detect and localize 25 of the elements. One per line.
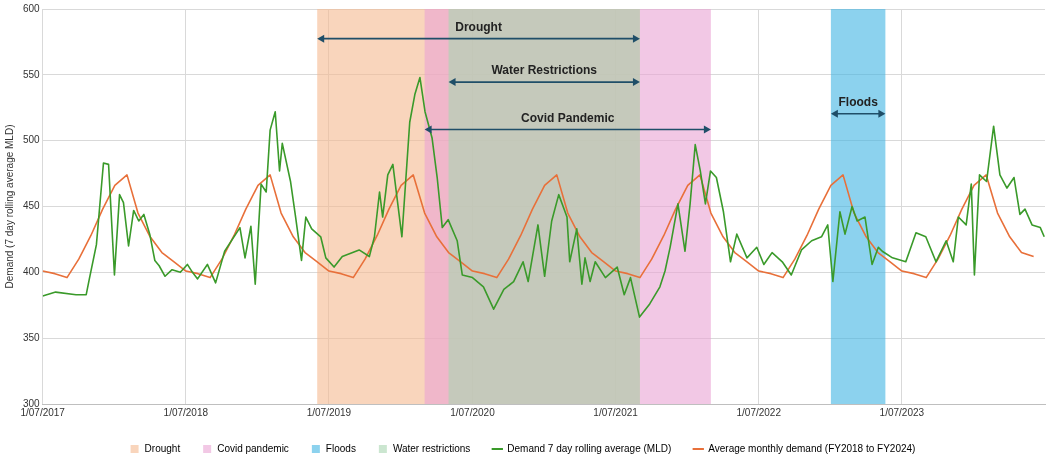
annotation: Floods <box>838 94 879 109</box>
annotation: Covid Pandemic <box>521 110 615 125</box>
y-tick-label: 450 <box>23 200 41 212</box>
x-tick-label: 1/07/2020 <box>450 406 496 418</box>
legend-label: Floods <box>325 442 356 454</box>
x-tick-label: 1/07/2021 <box>593 406 639 418</box>
legend-label: Demand 7 day rolling average (MLD) <box>507 442 672 454</box>
y-tick-label: 600 <box>23 2 41 14</box>
y-tick-label: 300 <box>23 397 41 409</box>
x-tick-label: 1/07/2022 <box>736 406 782 418</box>
y-tick-label: 550 <box>23 68 41 80</box>
y-tick-label: 400 <box>23 266 41 278</box>
x-tick-label: 1/07/2018 <box>163 406 209 418</box>
legend-label: Covid pandemic <box>217 442 289 454</box>
y-tick-label: 350 <box>23 331 41 343</box>
y-axis-title: Demand (7 day rolling average MLD) <box>3 124 15 289</box>
legend-label: Average monthly demand (FY2018 to FY2024) <box>708 442 916 454</box>
x-tick-label: 1/07/2023 <box>879 406 925 418</box>
legend-label: Water restrictions <box>392 442 471 454</box>
annotation: Water Restrictions <box>491 63 598 78</box>
x-tick-label: 1/07/2017 <box>20 406 66 418</box>
x-tick-label: 1/07/2019 <box>306 406 352 418</box>
y-tick-label: 500 <box>23 134 41 146</box>
annotation: Drought <box>455 19 502 34</box>
legend-label: Drought <box>144 442 181 454</box>
